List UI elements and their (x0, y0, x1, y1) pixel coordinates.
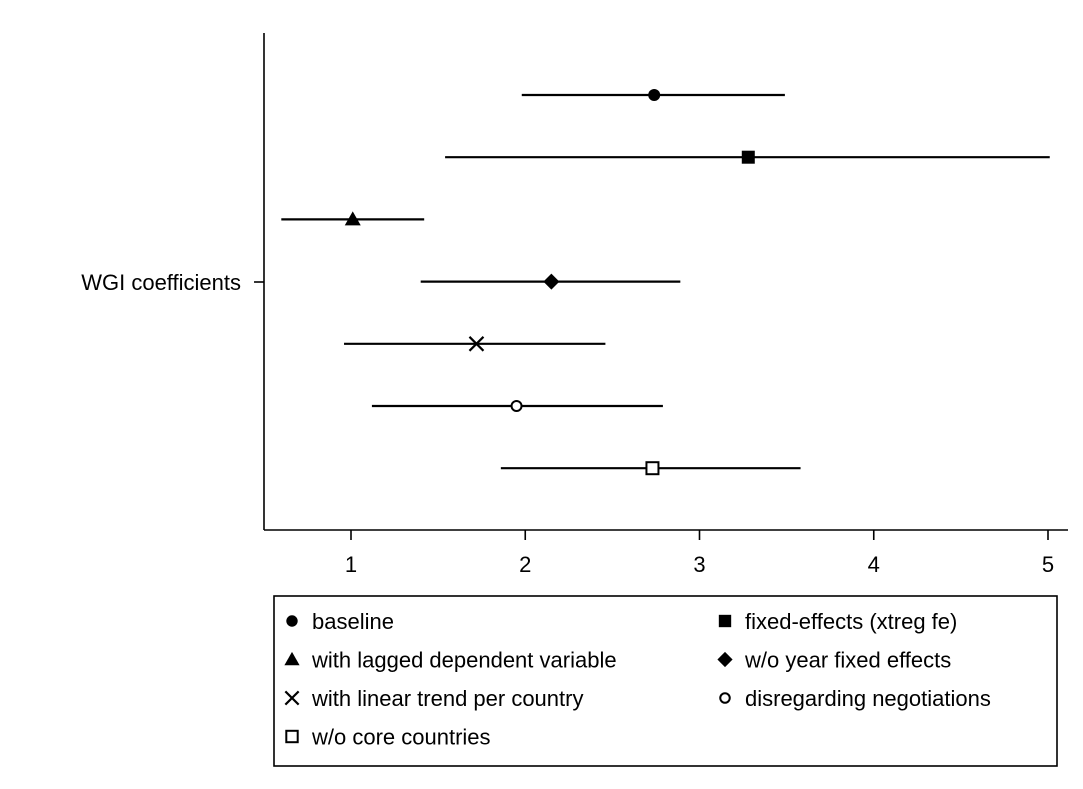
point-estimate-fixed-effects-xtreg-fe (741, 150, 755, 164)
legend-item-with-lagged-dependent-variable: with lagged dependent variable (284, 648, 617, 673)
legend-label-fixed-effects-xtreg-fe: fixed-effects (xtreg fe) (745, 609, 957, 634)
legend-marker-fixed-effects-xtreg-fe (718, 614, 732, 628)
legend: baseline fixed-effects (xtreg fe) with lag… (273, 595, 1058, 767)
point-estimate-w-o-year-fixed-effects (543, 273, 560, 290)
series-with-linear-trend-per-country (344, 336, 606, 352)
point-estimate-disregarding-negotiations (510, 400, 523, 412)
legend-marker-w-o-core-countries (285, 729, 299, 744)
legend-item-w-o-year-fixed-effects: w/o year fixed effects (717, 648, 951, 673)
legend-label-with-linear-trend-per-country: with linear trend per country (311, 686, 583, 711)
legend-label-with-lagged-dependent-variable: with lagged dependent variable (311, 648, 617, 673)
legend-item-w-o-core-countries: w/o core countries (285, 725, 491, 750)
x-axis-ticks: 1 2 3 4 5 (345, 530, 1054, 577)
legend-marker-disregarding-negotiations (719, 692, 731, 704)
legend-label-disregarding-negotiations: disregarding negotiations (745, 686, 991, 711)
x-tick-label-4: 4 (868, 552, 880, 577)
legend-marker-w-o-year-fixed-effects (717, 651, 733, 668)
x-tick-label-5: 5 (1042, 552, 1054, 577)
plot-area (281, 89, 1050, 476)
x-tick-label-1: 1 (345, 552, 357, 577)
series-with-lagged-dependent-variable (281, 211, 425, 226)
legend-item-fixed-effects-xtreg-fe: fixed-effects (xtreg fe) (718, 609, 957, 634)
legend-marker-baseline (286, 615, 298, 627)
legend-label-baseline: baseline (312, 609, 394, 634)
x-tick-label-3: 3 (693, 552, 705, 577)
legend-item-baseline: baseline (286, 609, 394, 634)
series-baseline (521, 89, 785, 101)
point-estimate-w-o-core-countries (645, 461, 660, 476)
x-tick-label-2: 2 (519, 552, 531, 577)
point-estimate-with-linear-trend-per-country (468, 336, 485, 352)
legend-item-disregarding-negotiations: disregarding negotiations (719, 686, 991, 711)
series-w-o-core-countries (500, 461, 801, 476)
series-w-o-year-fixed-effects (420, 273, 681, 290)
series-disregarding-negotiations (371, 400, 663, 412)
series-fixed-effects-xtreg-fe (445, 150, 1050, 164)
legend-item-with-linear-trend-per-country: with linear trend per country (284, 686, 583, 711)
y-category-label: WGI coefficients (81, 270, 241, 295)
point-estimate-baseline (648, 89, 661, 101)
legend-marker-with-lagged-dependent-variable (284, 651, 300, 666)
legend-label-w-o-year-fixed-effects: w/o year fixed effects (744, 648, 951, 673)
legend-marker-with-linear-trend-per-country (284, 690, 300, 706)
legend-box (273, 595, 1058, 767)
axes: WGI coefficients (81, 33, 1068, 531)
point-estimate-with-lagged-dependent-variable (344, 211, 361, 226)
legend-label-w-o-core-countries: w/o core countries (311, 725, 491, 750)
